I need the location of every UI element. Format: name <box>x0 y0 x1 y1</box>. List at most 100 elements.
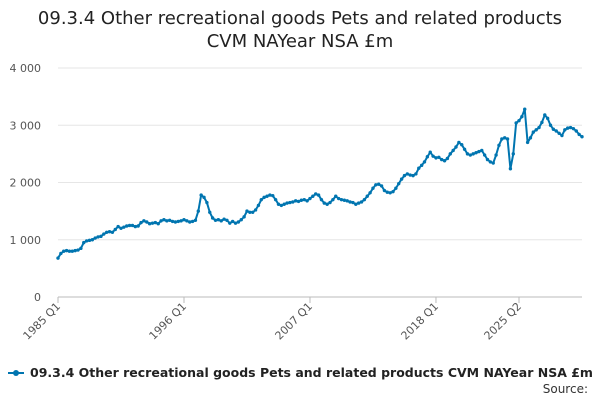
data-point <box>399 177 404 181</box>
data-point <box>397 181 401 186</box>
legend[interactable]: 09.3.4 Other recreational goods Pets and… <box>8 365 593 380</box>
data-point <box>110 230 115 235</box>
data-point <box>471 152 475 156</box>
data-point <box>79 246 83 251</box>
x-tick-label: 1996 Q1 <box>147 300 190 343</box>
data-point <box>334 194 338 198</box>
data-point <box>563 128 567 132</box>
data-point <box>356 201 361 205</box>
data-point <box>142 219 146 223</box>
data-point <box>528 136 533 140</box>
data-point <box>402 173 407 178</box>
data-point <box>122 225 126 229</box>
data-point <box>147 222 152 226</box>
data-point <box>480 148 484 153</box>
data-point <box>233 221 238 225</box>
data-point <box>405 172 410 176</box>
data-point <box>159 219 163 223</box>
data-point <box>299 198 304 202</box>
data-point <box>520 114 524 119</box>
data-point <box>222 217 226 221</box>
y-tick-label: 0 <box>34 291 41 304</box>
data-point <box>434 156 438 160</box>
data-point <box>394 186 398 190</box>
data-point <box>531 130 536 134</box>
data-point <box>354 202 358 206</box>
chart-title-line-2: CVM NAYear NSA £m <box>206 31 394 52</box>
data-point <box>316 193 321 197</box>
data-point <box>202 195 206 200</box>
data-point <box>485 157 490 162</box>
data-point <box>494 153 498 157</box>
data-point <box>448 152 452 156</box>
data-point <box>99 234 103 239</box>
x-tick-label: 2018 Q1 <box>399 300 442 343</box>
data-point <box>185 219 189 223</box>
data-point <box>193 218 198 222</box>
data-point <box>451 148 455 153</box>
data-point <box>379 184 384 188</box>
series-line <box>57 108 583 259</box>
data-point <box>225 218 229 222</box>
data-point <box>557 131 561 135</box>
data-point <box>182 218 186 222</box>
data-point <box>285 201 289 205</box>
data-point <box>87 238 92 243</box>
data-point <box>477 149 481 154</box>
data-point <box>210 216 215 220</box>
data-point <box>351 200 355 205</box>
x-tick-label: 2025 Q2 <box>482 300 525 343</box>
data-point <box>165 219 169 223</box>
data-point <box>62 249 66 253</box>
data-point <box>245 209 249 213</box>
data-point <box>325 202 329 206</box>
data-point <box>199 193 203 197</box>
data-point <box>293 199 298 203</box>
data-point <box>391 189 395 194</box>
data-point <box>288 200 292 205</box>
data-point <box>331 197 335 202</box>
data-point <box>116 224 120 229</box>
data-point <box>442 159 447 163</box>
data-point <box>319 197 324 202</box>
data-point <box>534 128 538 132</box>
x-axis: 1985 Q1 1996 Q1 2007 Q1 2018 Q1 2025 Q2 <box>21 297 525 343</box>
data-point <box>385 190 389 194</box>
data-point <box>93 236 97 240</box>
data-point <box>239 218 243 222</box>
data-point <box>228 221 232 225</box>
data-point <box>445 156 450 161</box>
data-point <box>359 200 364 204</box>
data-point <box>56 256 60 260</box>
data-point <box>540 120 544 125</box>
data-point <box>136 224 140 228</box>
data-point <box>153 220 158 225</box>
data-point <box>505 137 510 141</box>
data-point <box>139 220 143 225</box>
data-point <box>125 224 129 228</box>
data-point <box>388 191 392 195</box>
data-point <box>571 126 576 131</box>
data-point <box>491 161 495 165</box>
data-point <box>560 133 564 138</box>
data-point <box>543 113 547 117</box>
data-point <box>176 219 180 224</box>
data-point <box>502 136 507 140</box>
data-point <box>291 200 295 204</box>
data-point <box>417 166 421 170</box>
data-point <box>242 215 246 219</box>
data-point <box>82 240 86 245</box>
data-point <box>156 222 160 226</box>
data-point <box>188 220 192 224</box>
data-point <box>497 143 501 147</box>
data-point <box>339 197 344 202</box>
data-point <box>190 219 195 224</box>
data-point <box>328 200 332 205</box>
data-point <box>265 194 269 198</box>
data-point <box>474 151 478 155</box>
data-point <box>457 140 461 145</box>
data-point <box>248 210 252 214</box>
data-point <box>523 107 527 111</box>
data-point <box>577 132 581 137</box>
data-point <box>374 183 378 187</box>
